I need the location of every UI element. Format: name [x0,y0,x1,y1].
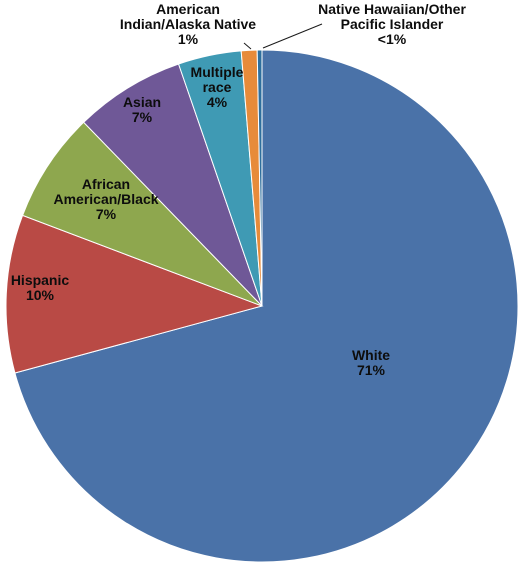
slice-native-hawaiian-other-pacific-islander [256,49,263,307]
slice-label-native-hawaiian-other-pacific-islander: Native Hawaiian/Other Pacific Islander <1% [318,1,466,47]
slice-label-american-indian-alaska-native: American Indian/Alaska Native 1% [120,1,256,47]
slice-label-african-american-black: African American/Black 7% [53,176,158,222]
slice-african-american-black [21,121,263,307]
slice-label-multiple-race: Multiple race 4% [191,64,244,110]
slice-white [14,49,519,563]
slice-label-hispanic: Hispanic 10% [11,272,70,303]
slice-asian [82,63,263,307]
leader-lines [243,23,323,50]
slice-labels: White 71% Hispanic 10% African American/Black… [11,1,467,378]
leader-line-american-indian-alaska-native [243,42,252,50]
pie-slices [5,49,519,563]
leader-line-native-hawaiian-other-pacific-islander [262,23,323,49]
slice-label-white: White 71% [352,347,390,378]
slice-hispanic [5,214,264,374]
slice-label-asian: Asian 7% [123,94,161,125]
